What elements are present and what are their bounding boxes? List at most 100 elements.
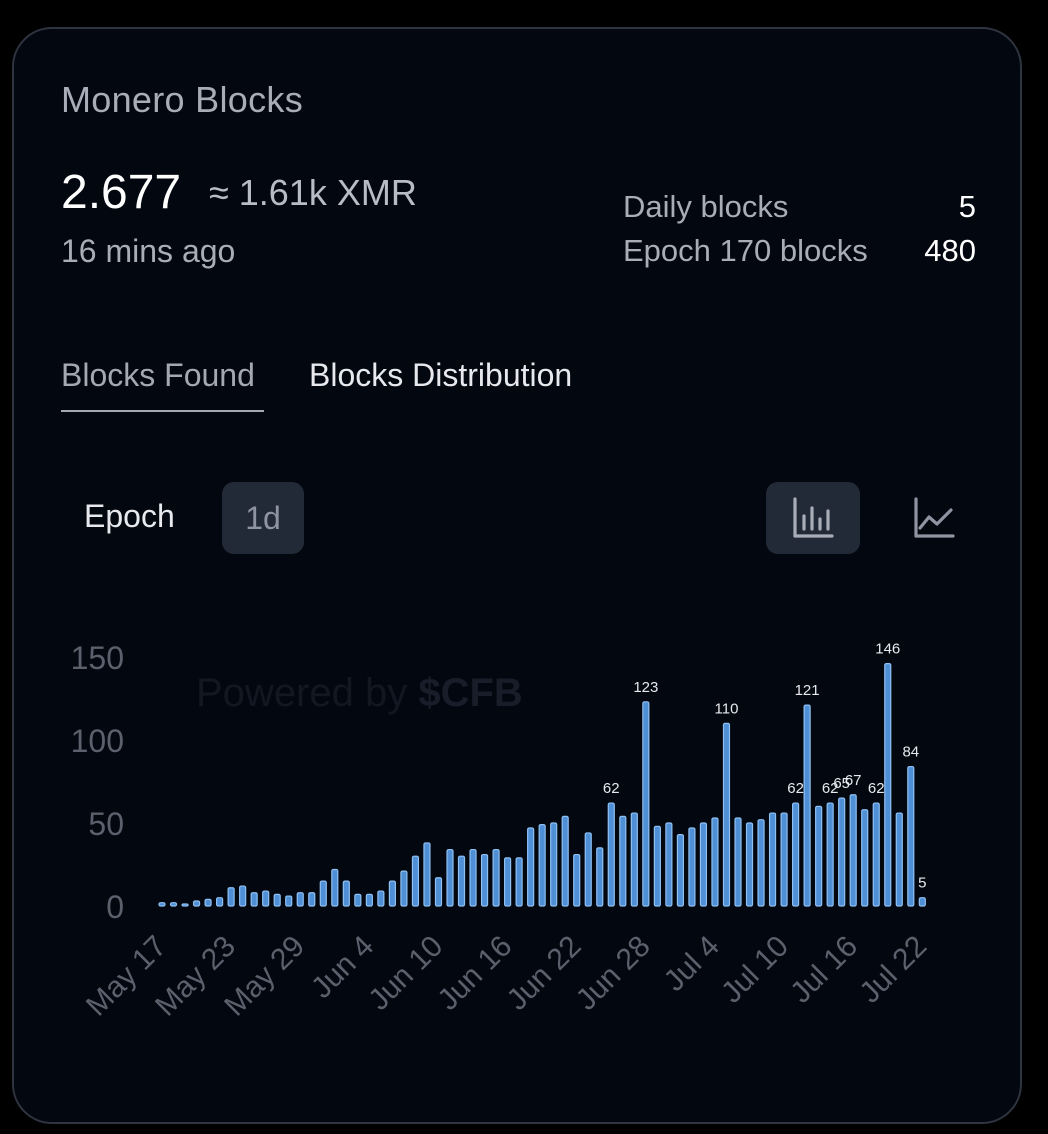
active-tab-underline (61, 410, 264, 412)
bar (308, 892, 316, 907)
bar (676, 834, 685, 907)
bar (377, 890, 385, 907)
data-label: 5 (918, 875, 926, 892)
bar (480, 853, 489, 907)
reward-value: 2.677 (61, 166, 182, 219)
tab-blocks-distribution[interactable]: Blocks Distribution (309, 357, 573, 393)
watermark-prefix: Powered by (196, 671, 408, 715)
y-tick-label: 150 (71, 640, 124, 676)
bar (791, 802, 800, 907)
bar (734, 817, 742, 907)
bar (584, 832, 592, 907)
daily-blocks-label: Daily blocks (623, 189, 789, 224)
daily-blocks-value: 5 (958, 189, 976, 224)
bar (561, 815, 569, 907)
x-tick-label: Jun 16 (432, 930, 519, 1017)
y-tick-label: 50 (88, 806, 124, 842)
data-label: 62 (603, 780, 620, 797)
bar (711, 817, 719, 907)
bar (895, 812, 903, 907)
watermark-brand: $CFB (418, 671, 523, 715)
x-tick-label: Jul 10 (715, 930, 795, 1010)
bar (607, 802, 615, 907)
bar (872, 802, 880, 907)
bar (573, 853, 581, 907)
bar (216, 897, 224, 907)
data-label: 110 (715, 700, 739, 717)
y-tick-label: 100 (71, 723, 124, 759)
bar (757, 819, 765, 907)
bar (826, 802, 834, 907)
bar (250, 892, 258, 907)
data-label: 62 (868, 780, 885, 797)
bar (665, 822, 673, 907)
bar (239, 885, 247, 907)
bar (469, 848, 477, 907)
bar (331, 868, 339, 907)
bar (642, 701, 650, 907)
bar (227, 887, 235, 907)
bar (849, 794, 857, 907)
epoch-blocks-value: 480 (924, 233, 976, 268)
bar (388, 880, 396, 907)
bar (492, 848, 500, 907)
data-label: 123 (633, 679, 658, 696)
x-tick-label: Jul 22 (853, 930, 933, 1010)
bar (296, 892, 304, 907)
reward-approx-xmr: ≈ 1.61k XMR (209, 172, 417, 213)
line-chart-icon (914, 497, 955, 538)
data-label: 146 (875, 641, 900, 658)
data-label: 121 (795, 682, 820, 699)
epoch-toggle[interactable]: Epoch (84, 498, 175, 534)
bar (768, 812, 777, 907)
bar (285, 895, 293, 907)
bar (538, 824, 546, 907)
range-1d-button[interactable]: 1d (222, 482, 304, 554)
bar (653, 825, 661, 907)
bar (884, 663, 892, 907)
bar (803, 704, 811, 907)
data-label: 84 (902, 744, 919, 761)
bar (527, 827, 535, 907)
x-tick-label: Jun 28 (570, 930, 657, 1017)
bar (400, 870, 408, 907)
bar (342, 880, 350, 907)
powered-by-watermark: Powered by $CFB (196, 671, 523, 716)
blocks-chart: Powered by $CFB 0 50 100 150 62 123 110 62 121 62… (14, 609, 1020, 1109)
bar (550, 822, 558, 907)
data-label: 62 (787, 780, 804, 797)
y-tick-label: 0 (106, 889, 124, 925)
bar-chart-button[interactable] (766, 482, 860, 554)
last-block-time: 16 mins ago (61, 233, 236, 269)
bar (354, 893, 362, 907)
bar (319, 880, 327, 907)
bar (423, 842, 431, 907)
data-label: 65 (833, 775, 850, 792)
bar (434, 877, 443, 907)
x-tick-label: Jun 10 (362, 930, 449, 1017)
epoch-blocks-label: Epoch 170 blocks (623, 233, 868, 268)
bar (699, 822, 708, 907)
bar (780, 812, 788, 907)
tab-blocks-found[interactable]: Blocks Found (61, 357, 255, 393)
bar (838, 797, 846, 907)
bar (515, 857, 523, 907)
line-chart-button[interactable] (894, 482, 974, 554)
bar (169, 902, 178, 907)
bar (907, 765, 915, 907)
bar (181, 903, 189, 907)
bar (688, 827, 696, 907)
bar (446, 848, 454, 907)
monero-blocks-card: Monero Blocks 2.677 ≈ 1.61k XMR 16 mins … (12, 27, 1022, 1124)
bar (365, 893, 373, 907)
bar (457, 855, 466, 907)
bar-chart-icon (793, 497, 834, 538)
bar (861, 809, 869, 907)
bar (204, 898, 212, 907)
bar (918, 897, 926, 907)
bar (745, 822, 754, 907)
x-tick-label: Jul 16 (784, 930, 864, 1010)
bar (192, 900, 201, 907)
bar (273, 893, 281, 907)
